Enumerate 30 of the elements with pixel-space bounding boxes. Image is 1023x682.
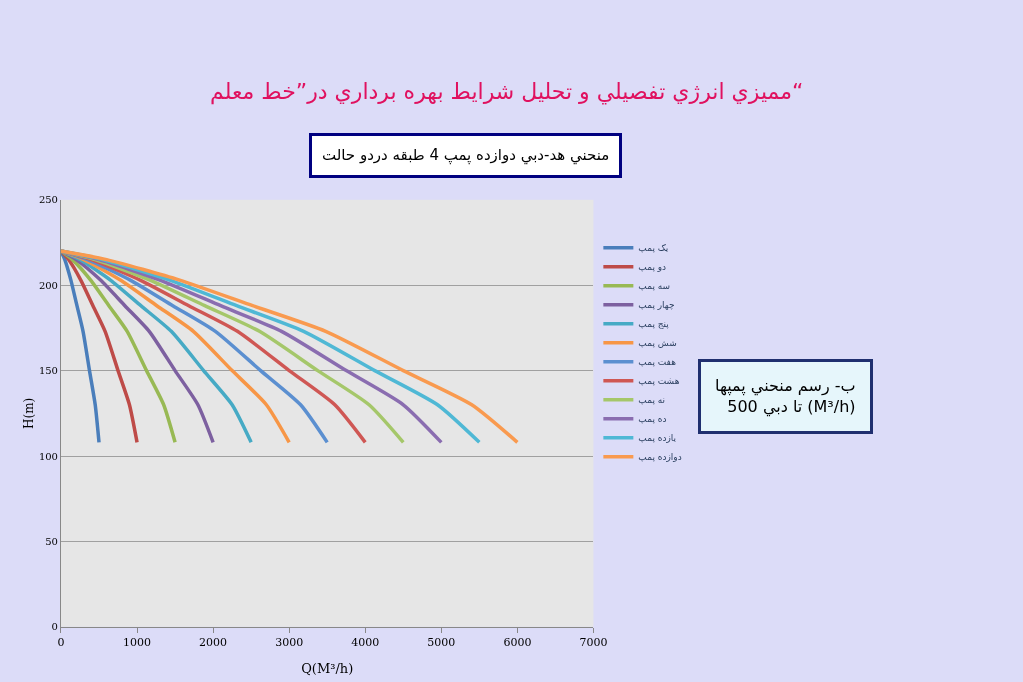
x-tick-label: 4000 [351, 636, 380, 650]
y-tick-label: 100 [38, 450, 58, 462]
y-axis-title: H(m) [22, 397, 37, 429]
legend-label: يک پمپ [638, 243, 669, 254]
chart-subtitle: منحني هد-دبي دوازده پمپ 4 طبقه دردو حالت [322, 146, 610, 165]
legend-label: هفت پمپ [638, 357, 677, 368]
x-tick-label: 2000 [199, 636, 228, 650]
legend-label: دو پمپ [638, 262, 667, 273]
legend-label: پنج پمپ [638, 319, 670, 330]
chart-title: مميزي انرژي تفصيلي و تحليل شرايط بهره برداري در”خط معلم“ [210, 79, 804, 105]
y-tick-label: 250 [38, 194, 58, 206]
legend-label: هشت پمپ [638, 376, 680, 387]
x-tick-label: 6000 [503, 636, 532, 650]
x-tick-label: 3000 [275, 636, 304, 650]
y-tick-label: 150 [38, 365, 58, 377]
legend-label: سه پمپ [638, 281, 671, 292]
x-tick-label: 5000 [427, 636, 456, 650]
y-tick-label: 200 [38, 279, 58, 291]
legend-label: چهار پمپ [638, 300, 675, 311]
legend-label: شش پمپ [638, 338, 677, 349]
legend-label: نه پمپ [638, 395, 666, 406]
x-tick-label: 1000 [123, 636, 152, 650]
x-axis-title: Q(M³/h) [301, 660, 354, 676]
y-tick-label: 50 [45, 535, 58, 547]
text: ب- رسم منحني پمپها تا دبي 500 (M³/h) [715, 376, 856, 417]
legend-label: يازده پمپ [638, 433, 677, 444]
y-tick-label: 0 [51, 621, 58, 633]
legend-label: دوازده پمپ [638, 452, 682, 463]
legend-label: ده پمپ [638, 414, 667, 425]
x-tick-label: 7000 [579, 636, 608, 650]
